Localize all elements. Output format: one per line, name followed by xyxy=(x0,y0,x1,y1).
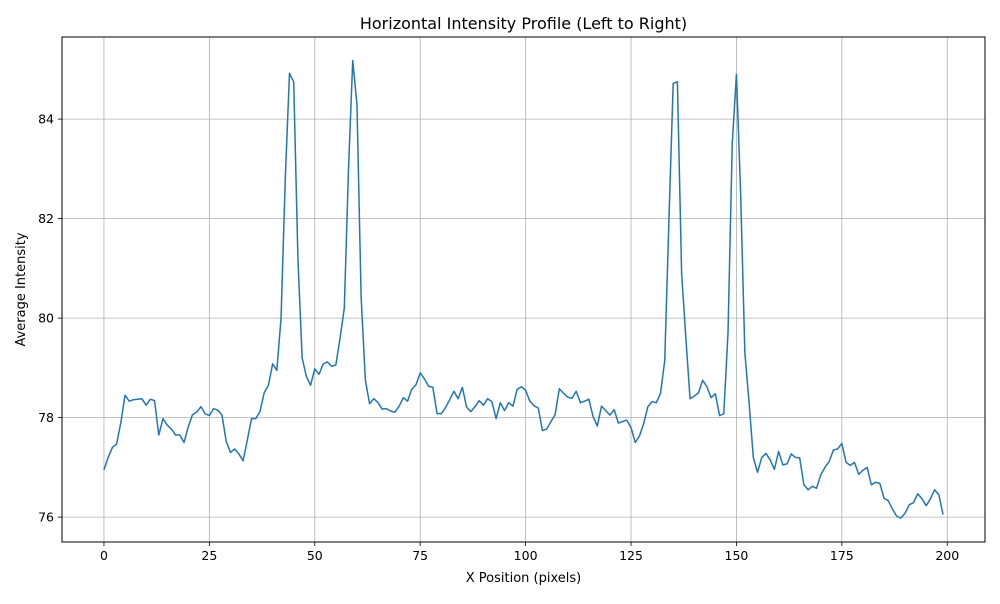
y-tick-label: 76 xyxy=(38,510,54,525)
x-axis-label: X Position (pixels) xyxy=(466,571,581,586)
series-line-0 xyxy=(103,59,944,519)
axis-ticks: 0 25 50 75 100 125 150 175 200 76 78 80 82 84 xyxy=(38,112,959,563)
y-tick-label: 78 xyxy=(38,410,54,425)
x-tick-label: 75 xyxy=(412,548,428,563)
grid xyxy=(62,37,985,542)
x-tick-label: 125 xyxy=(619,548,643,563)
x-tick-label: 25 xyxy=(201,548,217,563)
x-tick-label: 100 xyxy=(514,548,538,563)
y-axis-label: Average Intensity xyxy=(14,232,29,346)
x-tick-label: 0 xyxy=(100,548,108,563)
x-tick-label: 175 xyxy=(830,548,854,563)
y-tick-label: 82 xyxy=(38,211,54,226)
y-tick-label: 84 xyxy=(38,112,54,127)
plot-area-frame xyxy=(61,36,986,543)
chart-title: Horizontal Intensity Profile (Left to Ri… xyxy=(360,14,687,33)
series-layer xyxy=(103,59,944,519)
x-tick-label: 150 xyxy=(725,548,749,563)
y-tick-label: 80 xyxy=(38,311,54,326)
x-tick-label: 50 xyxy=(307,548,323,563)
x-tick-label: 200 xyxy=(935,548,959,563)
